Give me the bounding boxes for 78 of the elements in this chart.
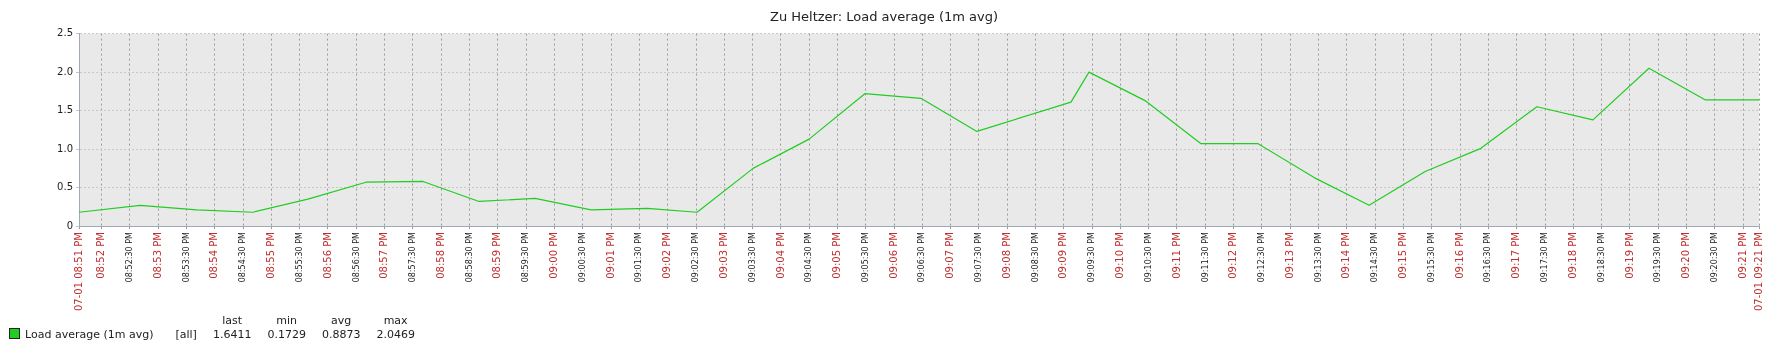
y-tick-label: 0 bbox=[66, 219, 73, 231]
x-tick-label: 09:19:30 PM bbox=[1653, 232, 1663, 283]
x-tick-label: 09:09 PM bbox=[1057, 232, 1069, 279]
x-tick-label: 09:15:30 PM bbox=[1426, 232, 1436, 283]
x-tick-label: 09:04:30 PM bbox=[804, 232, 814, 283]
x-tick-label: 09:11:30 PM bbox=[1200, 232, 1210, 283]
x-tick-label: 08:57:30 PM bbox=[407, 232, 417, 283]
x-tick-label: 09:02 PM bbox=[661, 232, 673, 279]
text: 2.0469 bbox=[375, 327, 416, 342]
x-tick-label: 09:15 PM bbox=[1397, 232, 1409, 279]
y-tick-label: 2.5 bbox=[57, 27, 73, 39]
x-tick-label: 09:19 PM bbox=[1623, 232, 1635, 279]
x-tick-label: 09:08 PM bbox=[1000, 232, 1012, 279]
x-tick-label: 09:18:30 PM bbox=[1596, 232, 1606, 283]
y-tick-label: 1.0 bbox=[57, 142, 73, 154]
x-tick-label: 09:14 PM bbox=[1340, 232, 1352, 279]
x-tick-label: 08:55 PM bbox=[265, 232, 277, 279]
x-tick-label: 09:10 PM bbox=[1114, 232, 1126, 279]
x-tick-label: 09:01 PM bbox=[604, 232, 616, 279]
text: min bbox=[275, 314, 298, 327]
x-tick-label: 08:59:30 PM bbox=[521, 232, 531, 283]
text: max bbox=[382, 314, 409, 327]
text: 1.6411 bbox=[211, 327, 253, 342]
x-tick-label: 09:06 PM bbox=[887, 232, 899, 279]
x-tick-label: 09:03:30 PM bbox=[747, 232, 757, 283]
y-tick-label: 1.5 bbox=[57, 104, 73, 116]
x-tick-label: 09:13 PM bbox=[1283, 232, 1295, 279]
text: 0.8873 bbox=[320, 327, 362, 342]
chart-title: Zu Heltzer: Load average (1m avg) bbox=[769, 9, 999, 25]
x-tick-label: 09:11 PM bbox=[1170, 232, 1182, 279]
x-tick-label: 09:09:30 PM bbox=[1087, 232, 1097, 283]
x-tick-label: 09:20:30 PM bbox=[1709, 232, 1719, 283]
x-tick-label: 09:08:30 PM bbox=[1030, 232, 1040, 283]
x-tick-label: 09:03 PM bbox=[717, 232, 729, 279]
x-tick-label: 09:05:30 PM bbox=[860, 232, 870, 283]
x-tick-label: 08:59 PM bbox=[491, 232, 503, 279]
x-tick-label: 09:21 PM bbox=[1736, 232, 1748, 279]
x-tick-label: 09:16 PM bbox=[1453, 232, 1465, 279]
x-tick-label: 08:56:30 PM bbox=[351, 232, 361, 283]
x-tick-label: 08:54:30 PM bbox=[238, 232, 248, 283]
text: [all] bbox=[174, 327, 198, 342]
x-tick-label: 09:10:30 PM bbox=[1143, 232, 1153, 283]
x-tick-label: 09:17:30 PM bbox=[1540, 232, 1550, 283]
x-tick-label: 09:12 PM bbox=[1227, 232, 1239, 279]
x-tick-label: 08:55:30 PM bbox=[294, 232, 304, 283]
x-tick-label: 08:52:30 PM bbox=[125, 232, 135, 283]
x-tick-label: 08:52 PM bbox=[95, 232, 107, 279]
x-tick-label: 09:05 PM bbox=[830, 232, 842, 279]
x-tick-label: 09:18 PM bbox=[1566, 232, 1578, 279]
x-tick-label: 09:00:30 PM bbox=[577, 232, 587, 283]
text: last bbox=[221, 314, 244, 327]
x-tick-label: 09:06:30 PM bbox=[917, 232, 927, 283]
x-tick-label: 09:17 PM bbox=[1510, 232, 1522, 279]
x-tick-label: 08:58 PM bbox=[434, 232, 446, 279]
x-tick-label: 09:13:30 PM bbox=[1313, 232, 1323, 283]
x-tick-label: 08:57 PM bbox=[378, 232, 390, 279]
x-tick-label: 08:53:30 PM bbox=[181, 232, 191, 283]
x-tick-label: 07-01 09:21 PM bbox=[1752, 232, 1764, 312]
x-tick-label: 09:07:30 PM bbox=[974, 232, 984, 283]
y-tick-label: 0.5 bbox=[57, 181, 73, 193]
x-tick-label: 09:12:30 PM bbox=[1256, 232, 1266, 283]
x-tick-label: 09:01:30 PM bbox=[634, 232, 644, 283]
text: 0.1729 bbox=[266, 327, 307, 342]
x-tick-label: 07-01 08:51 PM bbox=[72, 232, 84, 312]
x-tick-label: 09:07 PM bbox=[944, 232, 956, 279]
y-tick-label: 2.0 bbox=[57, 65, 73, 77]
text: avg bbox=[330, 314, 353, 327]
x-tick-label: 08:53 PM bbox=[151, 232, 163, 279]
x-tick-label: 09:14:30 PM bbox=[1370, 232, 1380, 283]
x-tick-label: 08:58:30 PM bbox=[464, 232, 474, 283]
x-tick-label: 08:56 PM bbox=[321, 232, 333, 279]
x-tick-label: 08:54 PM bbox=[208, 232, 220, 279]
x-tick-label: 09:00 PM bbox=[548, 232, 560, 279]
x-tick-label: 09:16:30 PM bbox=[1483, 232, 1493, 283]
x-tick-label: 09:04 PM bbox=[774, 232, 786, 279]
legend-label: Load average (1m avg) bbox=[25, 328, 154, 341]
x-tick-label: 09:20 PM bbox=[1679, 232, 1691, 279]
x-tick-label: 09:02:30 PM bbox=[691, 232, 701, 283]
